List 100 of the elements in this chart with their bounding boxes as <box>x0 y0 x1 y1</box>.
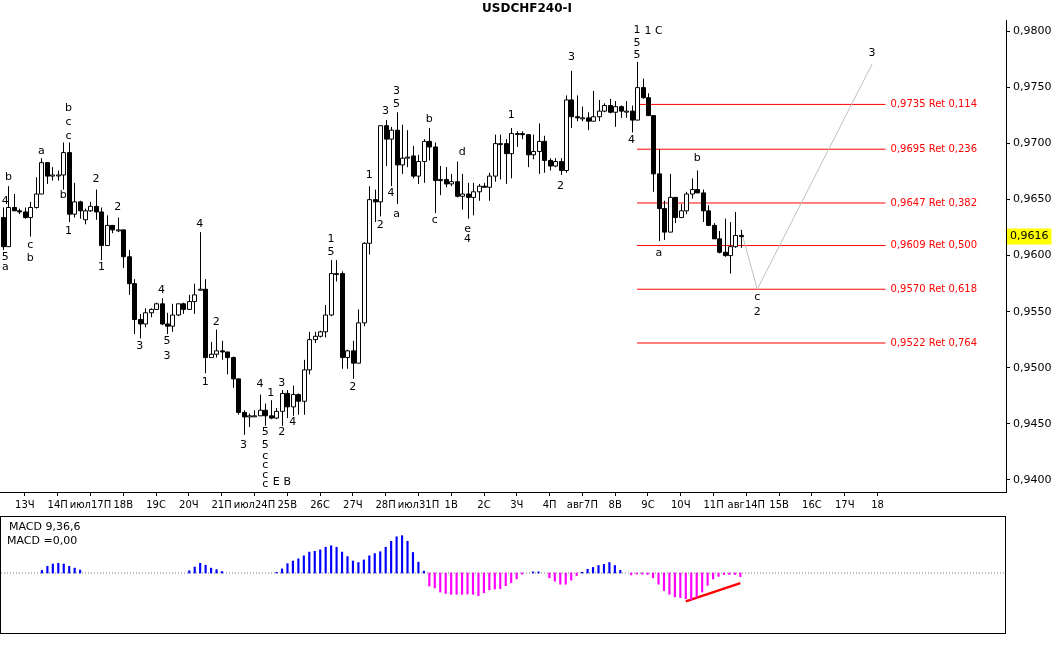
annotation: 2 <box>92 172 100 186</box>
y-tick-label: 0,9750 <box>1013 80 1052 94</box>
annotation: 5 <box>261 437 269 451</box>
annotation: 2 <box>557 179 565 193</box>
annotation: c <box>65 115 72 129</box>
annotation: 5 <box>261 425 269 439</box>
annotation: 4 <box>256 377 264 391</box>
annotation: b <box>65 100 73 114</box>
x-tick-label: 1В <box>444 498 458 510</box>
x-tick-label: 11П <box>703 498 724 510</box>
annotation: 2 <box>278 425 286 439</box>
annotation: 4 <box>1 193 9 207</box>
annotation: 5 <box>327 245 335 259</box>
annotation: d <box>458 145 466 159</box>
x-tick-label: 25В <box>277 498 298 510</box>
x-tick-label: 4П <box>542 498 557 510</box>
annotation: E <box>272 474 280 488</box>
annotation: 5 <box>393 97 401 111</box>
annotation: 1 <box>327 231 335 245</box>
annotation: C <box>655 24 664 38</box>
annotation: B <box>283 474 291 488</box>
x-tick-label: 21П <box>211 498 232 510</box>
annotation: 1 <box>97 259 105 273</box>
annotation: 4 <box>196 217 204 231</box>
x-tick-label: 3Ч <box>510 498 524 510</box>
x-tick-label: авг14П <box>727 498 766 510</box>
annotation: a <box>655 246 663 260</box>
x-tick-label: 15В <box>769 498 790 510</box>
annotation: 3 <box>382 103 390 117</box>
annotation: 2 <box>753 304 761 318</box>
ref-line-label: 0,9609 Ret 0,500 <box>890 239 978 251</box>
annotation: c <box>262 449 269 463</box>
annotation: 5 <box>633 47 641 61</box>
annotation: 2 <box>349 379 357 393</box>
ref-line-label: 0,9522 Ret 0,764 <box>890 336 978 348</box>
annotation: 4 <box>628 133 636 147</box>
annotation: b <box>26 250 34 264</box>
x-tick-label: 20Ч <box>179 498 199 510</box>
x-tick-label: 9С <box>641 498 655 510</box>
annotation: MACD =0,00 <box>7 533 78 547</box>
annotation: 3 <box>278 376 286 390</box>
x-tick-label: июл31П <box>397 498 440 510</box>
annotation: b <box>59 188 67 202</box>
x-tick-label: 18 <box>871 498 884 510</box>
annotation: c <box>431 212 438 226</box>
ref-line-label: 0,9735 Ret 0,114 <box>890 98 978 110</box>
y-tick-label: 0,9500 <box>1013 360 1052 374</box>
ref-line-label: 0,9695 Ret 0,236 <box>890 142 978 154</box>
annotation: 4 <box>387 185 395 199</box>
x-tick-label: 10Ч <box>670 498 691 510</box>
x-tick-label: 27Ч <box>343 498 363 510</box>
annotation: 1 <box>65 223 73 237</box>
x-tick-label: 8В <box>608 498 622 510</box>
y-tick-label: 0,9450 <box>1013 416 1052 430</box>
annotation: 2 <box>114 200 122 214</box>
x-tick-label: 18В <box>113 498 134 510</box>
y-tick-label: 0,9400 <box>1013 472 1052 486</box>
ref-line-label: 0,9647 Ret 0,382 <box>890 196 978 208</box>
annotation: b <box>425 111 433 125</box>
annotation: 1 <box>201 375 209 389</box>
chart-title: MACD 9,36,6 <box>9 519 81 533</box>
annotation: 1 <box>507 108 515 122</box>
annotation: 3 <box>393 83 401 97</box>
annotation: a <box>37 144 45 158</box>
ref-line-label: 0,9570 Ret 0,618 <box>890 282 978 294</box>
annotation: b <box>4 170 12 184</box>
y-tick-label: 0,9600 <box>1013 248 1052 262</box>
annotation: 1 <box>365 167 373 181</box>
y-tick-label: 0,9800 <box>1013 24 1052 38</box>
annotation: 4 <box>289 415 297 429</box>
annotation: 4 <box>158 283 166 297</box>
annotation: c <box>754 289 761 303</box>
x-tick-label: июл17П <box>69 498 112 510</box>
annotation: 3 <box>567 50 575 64</box>
annotation: 1 <box>633 23 641 37</box>
y-tick-label: 0,9550 <box>1013 304 1052 318</box>
annotation: 3 <box>240 437 247 451</box>
annotation: 5 <box>633 35 641 49</box>
annotation: 3 <box>163 349 171 363</box>
y-tick-label: 0,9650 <box>1013 192 1052 206</box>
annotation: a <box>393 207 400 221</box>
x-tick-label: 2С <box>477 498 491 510</box>
annotation: 5 <box>163 333 171 347</box>
x-tick-label: 16С <box>802 498 822 510</box>
annotation: 1 <box>644 24 652 38</box>
annotation: 2 <box>212 314 220 328</box>
x-tick-label: 13Ч <box>15 498 35 510</box>
chart-title: USDCHF240-I <box>482 1 572 16</box>
x-tick-label: 26С <box>310 498 330 510</box>
x-tick-label: 17Ч <box>834 498 855 510</box>
annotation: 3 <box>868 45 876 59</box>
x-tick-label: авг7П <box>566 498 598 510</box>
annotation: 3 <box>136 339 144 353</box>
x-tick-label: 28П <box>375 498 396 510</box>
x-tick-label: июл24П <box>233 498 276 510</box>
annotation: 2 <box>376 218 384 232</box>
annotation: b <box>693 151 701 165</box>
x-tick-label: 19С <box>146 498 166 510</box>
text: 0,9616 <box>1010 229 1049 243</box>
x-tick-label: 14П <box>47 498 68 510</box>
